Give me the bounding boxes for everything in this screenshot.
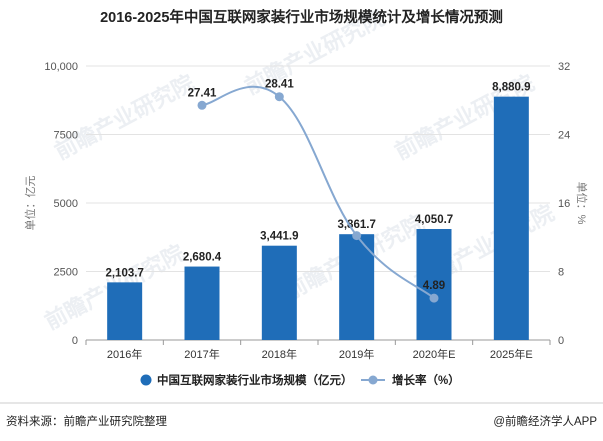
axes: 0 0 2500 8 5000 16 7500 24 10,000 32 2016年 2017年 201… [44,61,570,361]
legend-bar-label: 中国互联网家装行业市场规模（亿元） [157,373,353,387]
y-tick-label: 10,000 [44,61,78,73]
y2-axis-label: 单位：% [575,182,589,225]
x-tick-label: 2019年 [339,347,374,361]
growth-point [274,92,284,102]
bar [107,282,143,340]
y2-tick-label: 8 [558,267,564,279]
y-axis-label: 单位：亿元 [23,176,37,231]
bar-data-label: 8,880.9 [492,82,530,94]
footer-source: 资料来源：前瞻产业研究院整理 [6,414,167,428]
growth-data-label: 28.41 [265,79,294,91]
bar [184,266,220,340]
legend-bar-marker [140,374,152,386]
growth-data-label: 4.89 [423,280,445,292]
bar [493,96,529,341]
bar-data-label: 3,861.7 [337,219,375,231]
bar-data-label: 3,441.9 [260,231,298,243]
growth-point [197,100,207,110]
legend: 中国互联网家装行业市场规模（亿元） 增长率（%） [140,373,460,387]
x-tick-label: 2025年E [490,347,533,361]
bar [339,234,375,340]
y2-tick-label: 32 [558,61,570,73]
x-tick-label: 2017年 [184,347,219,361]
growth-data-label: 27.41 [188,87,217,99]
bar-series: 2,103.7 2,680.4 3,441.9 3,861.7 4,050.7 8,880… [105,82,531,341]
watermark-text: 前瞻产业研究院 [51,70,199,164]
growth-line [201,85,435,299]
legend-line-marker [368,375,378,385]
y-tick-label: 2500 [54,267,78,279]
x-tick-label: 2018年 [262,347,297,361]
bar-data-label: 2,680.4 [183,252,222,264]
footer-brand: @前瞻经济学人APP [493,414,597,428]
line-series: 27.41 28.41 4.89 [188,79,445,303]
x-tick-label: 2020年E [413,347,456,361]
y-tick-label: 7500 [54,130,78,142]
chart-title: 2016-2025年中国互联网家装行业市场规模统计及增长情况预测 [100,8,503,26]
y-tick-label: 5000 [54,198,78,210]
bar-data-label: 4,050.7 [415,214,453,226]
y2-tick-label: 24 [558,130,570,142]
bar [416,229,452,340]
y-tick-label: 0 [72,335,78,347]
bar-data-label: 2,103.7 [105,267,143,279]
bar [261,245,297,340]
x-tick-label: 2016年 [107,347,142,361]
y2-tick-label: 0 [558,335,564,347]
y2-tick-label: 16 [558,198,570,210]
growth-point [429,293,439,303]
legend-line-label: 增长率（%） [392,373,460,387]
growth-point [352,231,362,241]
